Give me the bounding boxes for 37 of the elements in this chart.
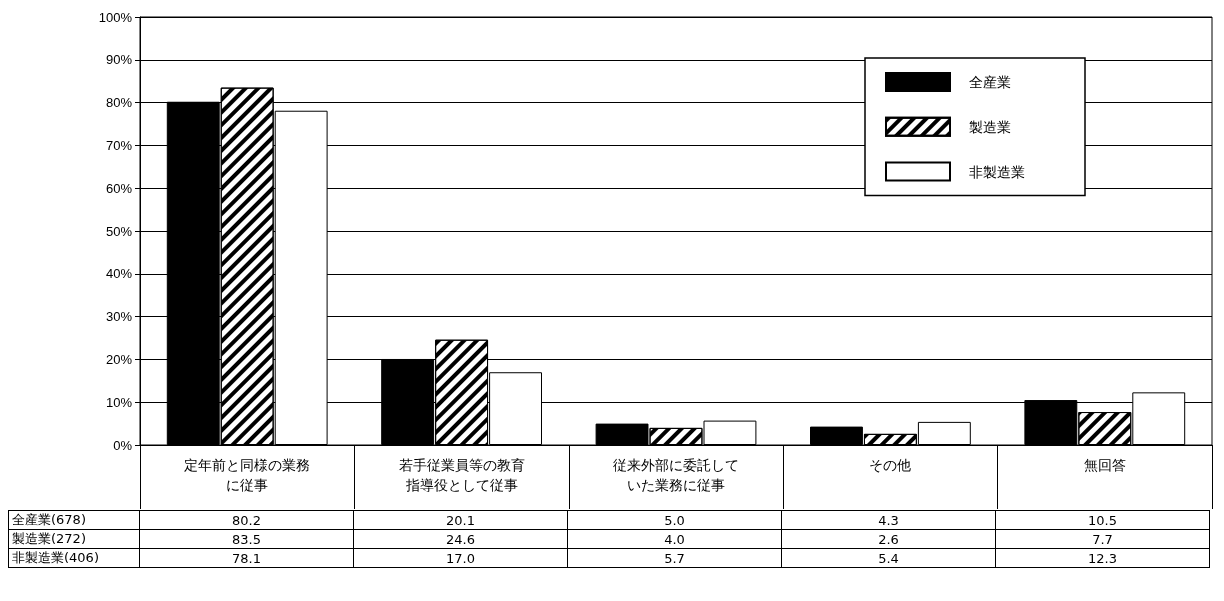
- data-label: 5.0: [567, 510, 782, 530]
- data-label: 20.1: [353, 510, 568, 530]
- data-label: 83.5: [139, 529, 354, 549]
- text: 全産業(678): [8, 510, 140, 530]
- text: 製造業(272): [8, 529, 140, 549]
- data-label: 5.4: [781, 548, 996, 568]
- y-tick-label: 100%: [98, 9, 133, 25]
- legend-label: 非製造業: [969, 163, 1025, 180]
- y-tick-label: 20%: [105, 351, 133, 367]
- text: 非製造業(406): [8, 548, 140, 568]
- data-label: 5.7: [567, 548, 782, 568]
- legend-label: 製造業: [969, 118, 1011, 135]
- y-tick-label: 40%: [105, 266, 133, 282]
- y-tick-label: 0%: [113, 437, 133, 453]
- data-label: 12.3: [995, 548, 1210, 568]
- data-label: 4.3: [781, 510, 996, 530]
- x-tick-label: 無回答: [1083, 457, 1126, 473]
- y-tick-label: 50%: [105, 223, 133, 239]
- legend-label: 全産業: [969, 74, 1011, 90]
- data-label: 24.6: [353, 529, 568, 549]
- y-tick-label: 90%: [105, 52, 133, 68]
- data-label: 7.7: [995, 529, 1210, 549]
- x-tick-label: 定年前と同様の業務に従事: [184, 457, 311, 493]
- data-label: 17.0: [353, 548, 568, 568]
- data-label: 2.6: [781, 529, 996, 549]
- x-tick-label: 従来外部に委託していた業務に従事: [613, 457, 739, 493]
- data-label: 78.1: [139, 548, 354, 568]
- x-tick-label: 若手従業員等の教育指導役として従事: [398, 457, 525, 493]
- y-tick-label: 70%: [105, 137, 133, 153]
- y-tick-label: 30%: [105, 309, 133, 325]
- data-label: 80.2: [139, 510, 354, 530]
- x-tick-label: その他: [869, 457, 912, 473]
- data-label: 4.0: [567, 529, 782, 549]
- y-tick-label: 80%: [105, 95, 133, 111]
- data-label: 10.5: [995, 510, 1210, 530]
- y-tick-label: 10%: [105, 394, 133, 410]
- y-tick-label: 60%: [105, 180, 133, 196]
